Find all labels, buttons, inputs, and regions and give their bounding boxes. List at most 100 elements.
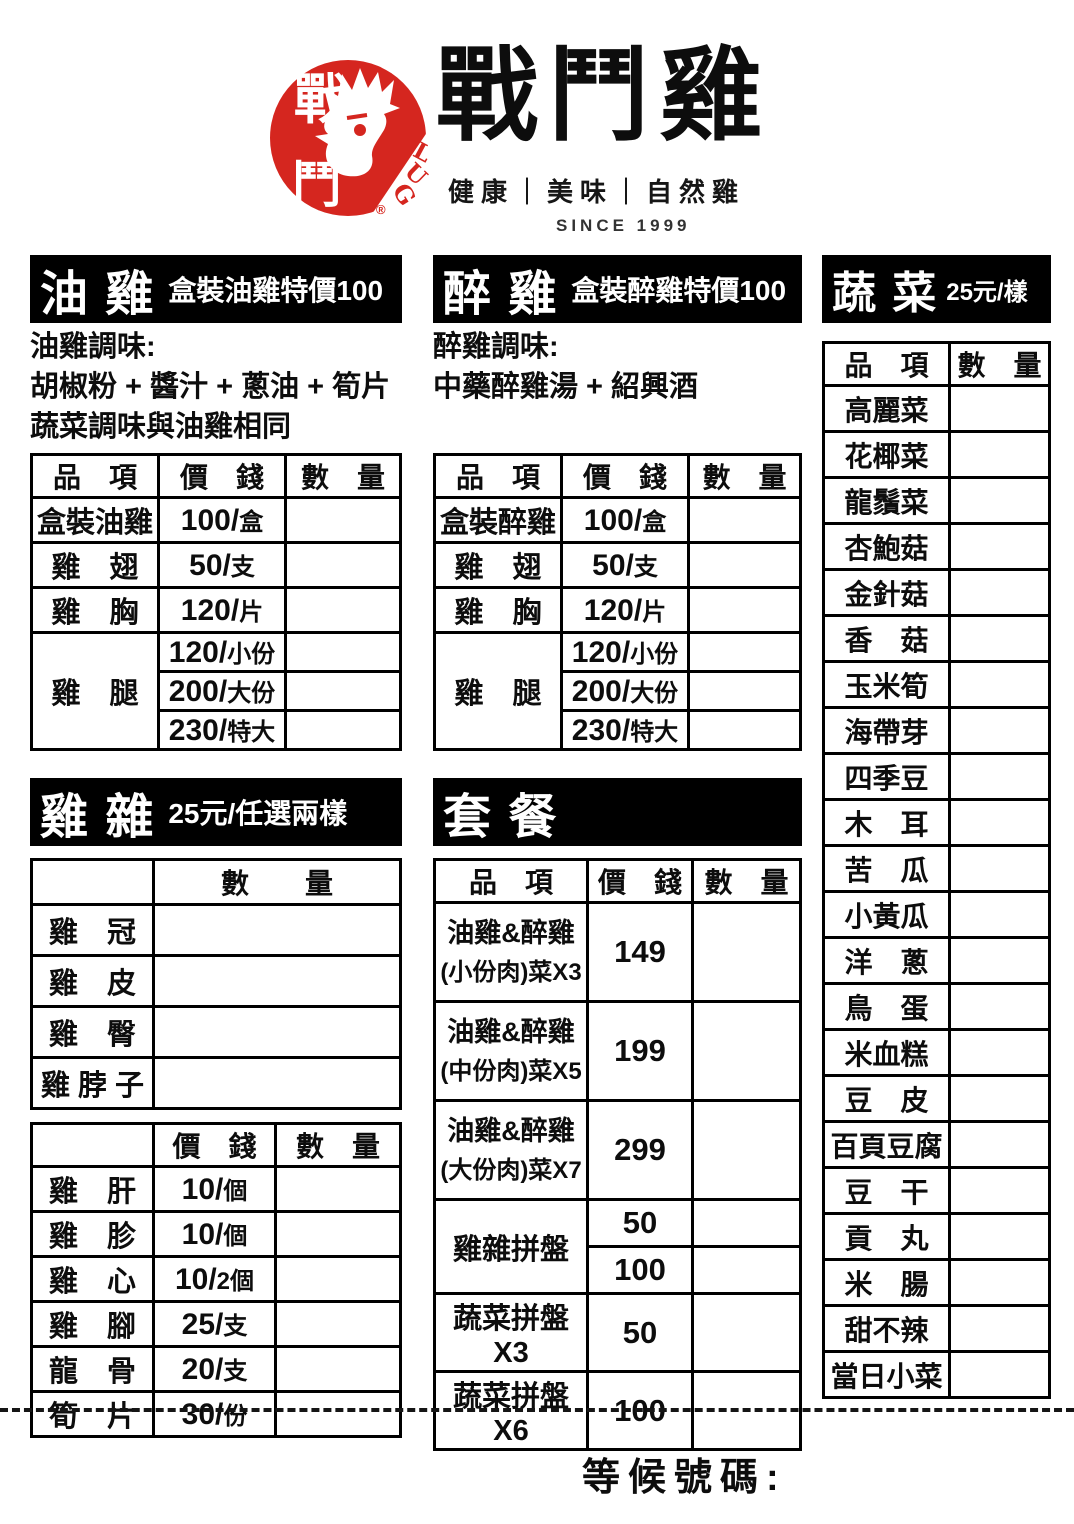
qty-cell[interactable] [691, 1245, 802, 1295]
table-row: 雞 翅 50/支 [433, 541, 802, 589]
section-title: 套 餐 [443, 791, 559, 844]
brand-title: 戰鬥雞 [436, 36, 772, 156]
col-header-item: 品 項 [822, 341, 951, 387]
price-cell: 230/特大 [560, 709, 690, 751]
note-line: 醉雞調味: [433, 331, 559, 363]
qty-cell[interactable] [691, 901, 802, 1003]
qty-cell[interactable] [948, 798, 1051, 847]
section-title: 蔬 菜 [832, 269, 939, 318]
item-cell: 鳥 蛋 [822, 982, 951, 1031]
qty-cell[interactable] [274, 1390, 402, 1438]
qty-cell[interactable] [948, 1028, 1051, 1077]
qty-cell[interactable] [948, 706, 1051, 755]
qty-cell[interactable] [948, 1166, 1051, 1215]
qty-cell[interactable] [687, 541, 802, 589]
table-row: 雞 皮 [30, 954, 402, 1008]
qty-cell[interactable] [948, 1120, 1051, 1169]
col-header-qty: 數 量 [152, 858, 402, 906]
qty-cell[interactable] [152, 903, 402, 957]
registered-mark: ® [376, 202, 386, 217]
table-row: 龍 骨 20/支 [30, 1345, 402, 1393]
item-cell: 龍鬚菜 [822, 476, 951, 525]
qty-cell[interactable] [691, 1099, 802, 1201]
qty-cell[interactable] [274, 1345, 402, 1393]
qty-cell[interactable] [152, 1005, 402, 1059]
qty-cell[interactable] [274, 1300, 402, 1348]
tear-off-dashed-line [0, 1408, 1074, 1412]
col-header-item: 品 項 [30, 453, 160, 499]
qty-cell[interactable] [948, 1350, 1051, 1399]
table-row: 油雞&醉雞 (小份肉)菜X3 149 [433, 901, 802, 1003]
rooster-brow-icon [346, 113, 368, 120]
qty-cell[interactable] [284, 709, 402, 751]
item-cell: 甜不辣 [822, 1304, 951, 1353]
qty-cell[interactable] [948, 1304, 1051, 1353]
qty-cell[interactable] [152, 954, 402, 1008]
qty-cell[interactable] [691, 1292, 802, 1373]
qty-cell[interactable] [948, 1258, 1051, 1307]
qty-cell[interactable] [687, 496, 802, 544]
section-header-drunken-chicken: 醉 雞 盒裝醉雞特價100 [433, 255, 802, 323]
table-row: 米血糕 [822, 1028, 1051, 1077]
price-cell: 299 [586, 1099, 694, 1201]
table-row: 雞 臀 [30, 1005, 402, 1059]
table-header-row: 數 量 [30, 858, 402, 906]
qty-cell[interactable] [948, 614, 1051, 663]
qty-cell[interactable] [152, 1056, 402, 1110]
section-header-oil-chicken: 油 雞 盒裝油雞特價100 [30, 255, 402, 323]
item-cell: 油雞&醉雞 (大份肉)菜X7 [433, 1099, 589, 1201]
table-row: 雞 冠 [30, 903, 402, 957]
table-row: 雞 胸 120/片 [30, 586, 402, 634]
table-row: 海帶芽 [822, 706, 1051, 755]
item-cell: 雞 臀 [30, 1005, 155, 1059]
qty-cell[interactable] [687, 631, 802, 673]
qty-cell[interactable] [284, 631, 402, 673]
item-cell: 四季豆 [822, 752, 951, 801]
table-row: 木 耳 [822, 798, 1051, 847]
qty-cell[interactable] [948, 476, 1051, 525]
item-cell: 雞 皮 [30, 954, 155, 1008]
qty-cell[interactable] [948, 522, 1051, 571]
price-cell: 20/支 [152, 1345, 277, 1393]
qty-cell[interactable] [274, 1165, 402, 1213]
qty-cell[interactable] [284, 496, 402, 544]
qty-cell[interactable] [687, 709, 802, 751]
qty-cell[interactable] [948, 1212, 1051, 1261]
qty-cell[interactable] [948, 982, 1051, 1031]
qty-cell[interactable] [687, 586, 802, 634]
qty-cell[interactable] [948, 752, 1051, 801]
item-cell: 龍 骨 [30, 1345, 155, 1393]
qty-cell[interactable] [948, 890, 1051, 939]
qty-cell[interactable] [284, 670, 402, 712]
qty-cell[interactable] [687, 670, 802, 712]
price-cell: 100/盒 [560, 496, 690, 544]
table-row: 200/大份 [32, 670, 402, 712]
table-row: 盒裝醉雞 100/盒 [433, 496, 802, 544]
col-header-price: 價 錢 [586, 858, 694, 904]
qty-cell[interactable] [284, 586, 402, 634]
column-oil-chicken: 油 雞 盒裝油雞特價100 油雞調味: 胡椒粉 + 醬汁 + 蔥油 + 筍片 蔬… [30, 255, 402, 1438]
table-header-row: 品 項 價 錢 數 量 [30, 453, 402, 499]
qty-cell[interactable] [948, 568, 1051, 617]
table-row: 雞 腿 120/小份 [433, 631, 802, 751]
qty-cell[interactable] [691, 1198, 802, 1248]
table-row: 豆 干 [822, 1166, 1051, 1215]
qty-cell[interactable] [274, 1255, 402, 1303]
qty-cell[interactable] [274, 1210, 402, 1258]
brand-tagline: 健康｜美味｜自然雞 [448, 177, 746, 207]
qty-cell[interactable] [284, 541, 402, 589]
table-row: 百頁豆腐 [822, 1120, 1051, 1169]
price-cell: 10/2個 [152, 1255, 277, 1303]
qty-cell[interactable] [948, 1074, 1051, 1123]
qty-cell[interactable] [948, 936, 1051, 985]
qty-cell[interactable] [948, 384, 1051, 433]
price-cell: 200/大份 [560, 670, 690, 712]
qty-cell[interactable] [691, 1000, 802, 1102]
qty-cell[interactable] [948, 844, 1051, 893]
qty-cell[interactable] [948, 660, 1051, 709]
table-row: 雞 翅 50/支 [30, 541, 402, 589]
qty-cell[interactable] [948, 430, 1051, 479]
rooster-eye-icon [354, 124, 366, 136]
vegetables-table: 品 項 數 量 高麗菜 花椰菜 龍鬚菜 杏鮑菇 金針菇 香 菇 玉米筍 海帶芽 … [822, 341, 1051, 1399]
item-cell: 油雞&醉雞 (中份肉)菜X5 [433, 1000, 589, 1102]
